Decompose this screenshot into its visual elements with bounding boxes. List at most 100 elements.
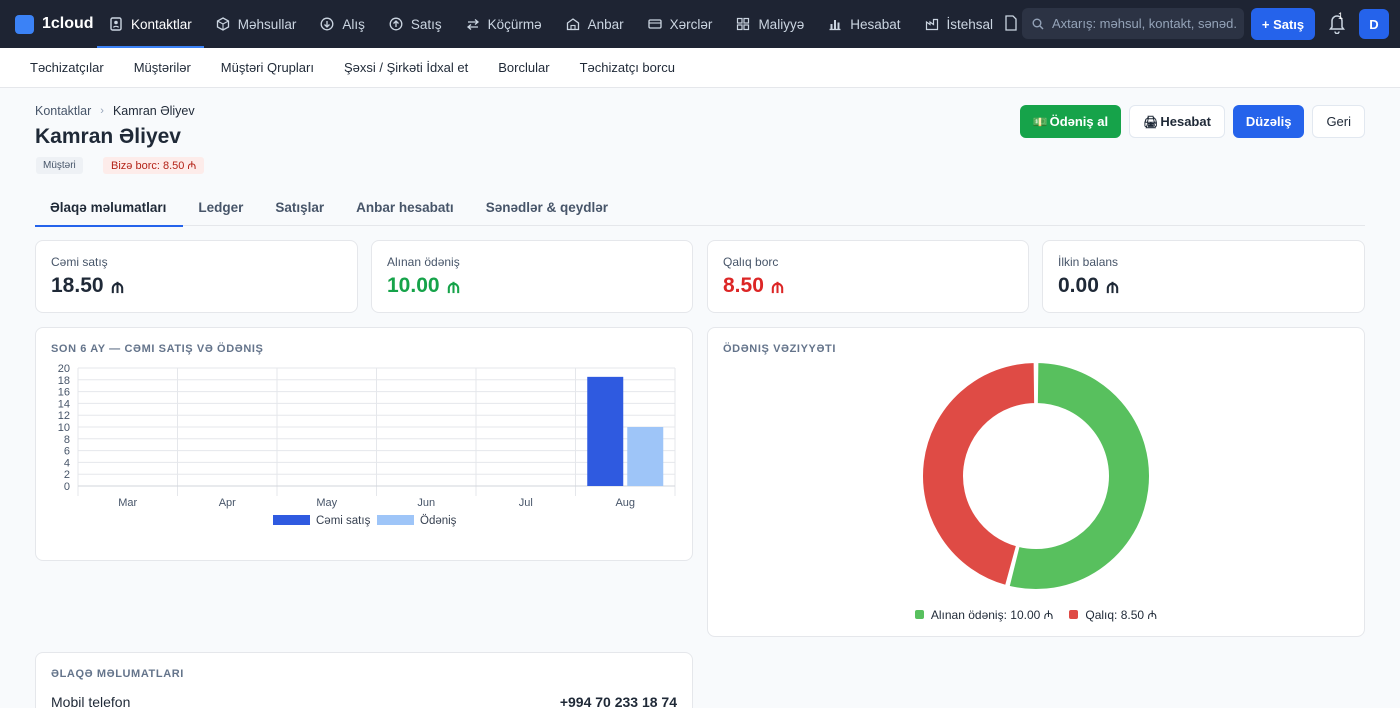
nav-item-xercler[interactable]: Xərclər [636,0,725,48]
receive-payment-button[interactable]: 💵 Ödəniş al [1019,105,1122,138]
nav-item-anbar[interactable]: Anbar [554,0,636,48]
legend-item-remaining[interactable]: Qalıq: 8.50 ₼ [1069,606,1157,623]
page-title: Kamran Əliyev [35,125,181,148]
stat-label: Cəmi satış [51,255,108,269]
transfer-icon [466,17,480,31]
x-tick-label: May [316,497,337,509]
contact-row-value[interactable]: +994 70 233 18 74 [559,694,677,708]
sale-icon [389,17,403,31]
nav-item-satis[interactable]: Satış [377,0,454,48]
nav-item-maliyye[interactable]: Maliyyə [724,0,816,48]
brand[interactable]: 1cloud [15,14,97,34]
new-sale-button[interactable]: + Satış [1251,8,1315,40]
x-tick-label: Apr [219,497,236,509]
nav-item-label: Köçürmə [487,16,542,32]
y-tick-label: 4 [64,457,70,469]
subnav-item-borclular[interactable]: Borclular [498,60,550,75]
bar-chart-title: Son 6 ay — cəmi satış və ödəniş [51,343,264,355]
warehouse-icon [566,17,580,31]
y-tick-label: 2 [64,469,70,481]
report-label: Hesabat [1160,114,1211,129]
contact-info-card: Əlaqə məlumatları Mobil telefon +994 70 … [35,652,693,708]
legend-swatch [273,515,310,525]
manat-icon [1106,281,1119,293]
box-icon [216,17,230,31]
cash-icon: 💵 [1032,114,1048,129]
tab-sales[interactable]: Satışlar [275,199,325,215]
y-tick-label: 8 [64,434,70,446]
x-tick-label: Jun [417,497,435,509]
global-search[interactable] [1022,8,1244,39]
tab-warehouse-report[interactable]: Anbar hesabatı [356,199,454,215]
nav-item-mehsullar[interactable]: Məhsullar [204,0,309,48]
subnav-item-musteri-qruplari[interactable]: Müştəri Qrupları [220,60,314,75]
document-icon[interactable] [1004,15,1018,31]
manat-icon [771,281,784,293]
subnav-item-musteriler[interactable]: Müştərilər [133,60,191,75]
payment-status-card: Ödəniş vəziyyəti Alınan ödəniş: 10.00 ₼ … [707,327,1365,637]
nav-item-hesabat[interactable]: Hesabat [816,0,912,48]
receive-payment-label: Ödəniş al [1049,114,1109,129]
donut-slice-alınan-ödəniş [1007,360,1151,591]
nav-item-kocurme[interactable]: Köçürmə [454,0,554,48]
back-button[interactable]: Geri [1312,105,1365,138]
stat-number: 0.00 [1058,274,1099,297]
y-tick-label: 0 [64,481,70,493]
report-icon [828,17,842,31]
avatar[interactable]: D [1359,9,1389,39]
nav-item-label: Xərclər [669,16,713,32]
donut-chart [921,360,1151,591]
printer-icon: 🖨 [1143,114,1159,129]
stat-number: 18.50 [51,274,104,297]
bell-icon[interactable] [1327,12,1347,35]
bar-cəmi-satış [587,376,624,486]
contact-type-badge: Müştəri [36,157,83,174]
nav-item-label: Məhsullar [237,16,297,32]
tab-ledger[interactable]: Ledger [198,199,244,215]
subnav-item-idxal[interactable]: Şəxsi / Şirkəti İdxal et [343,60,469,75]
brand-name: 1cloud [42,15,94,32]
stat-label: İlkin balans [1058,255,1119,269]
y-tick-label: 14 [58,398,70,410]
nav-item-label: Maliyyə [758,16,805,32]
stat-label: Alınan ödəniş [387,255,460,269]
tab-documents[interactable]: Sənədlər & qeydlər [485,199,608,215]
stat-card-remaining-debt: Qalıq borc 8.50 [707,240,1029,313]
legend-swatch-remaining [1069,610,1079,619]
brand-logo-icon [15,14,34,34]
finance-icon [736,17,750,31]
donut-title: Ödəniş vəziyyəti [723,343,837,355]
legend-swatch-received [914,610,924,619]
contact-row-mobile: Mobil telefon +994 70 233 18 74 [51,694,677,708]
legend-item-received[interactable]: Alınan ödəniş: 10.00 ₼ [914,606,1054,623]
nav-item-label: İstehsal [946,16,994,32]
tab-contact-info[interactable]: Əlaqə məlumatları [35,188,184,227]
report-button[interactable]: 🖨 Hesabat [1129,105,1225,138]
debt-badge: Bizə borc: 8.50 ₼ [103,157,205,174]
legend-label: Ödəniş [420,515,457,527]
sub-navbar: Təchizatçılar Müştərilər Müştəri Qruplar… [0,48,1400,88]
y-tick-label: 20 [58,363,70,375]
header-actions: 💵 Ödəniş al 🖨 Hesabat Düzəliş Geri [1019,105,1365,138]
nav-item-istehsal[interactable]: İstehsal [913,0,1006,48]
edit-button[interactable]: Düzəliş [1232,105,1305,138]
breadcrumb-parent[interactable]: Kontaktlar [35,104,92,118]
stat-value: 8.50 [723,274,785,298]
y-tick-label: 16 [58,387,70,399]
subnav-item-techizatci-borcu[interactable]: Təchizatçı borcu [579,60,675,75]
nav-item-kontaktlar[interactable]: Kontaktlar [97,0,204,48]
breadcrumb-current: Kamran Əliyev [112,104,195,118]
nav-item-label: Hesabat [850,16,901,32]
search-input[interactable] [1052,16,1237,31]
stat-number: 10.00 [387,274,440,297]
nav-item-label: Alış [342,16,365,32]
subnav-item-techizatcilar[interactable]: Təchizatçılar [30,60,104,75]
legend-label-remaining: Qalıq: 8.50 ₼ [1085,608,1158,622]
nav-item-label: Anbar [587,16,624,32]
purchase-icon [320,17,334,31]
y-tick-label: 10 [58,422,70,434]
breadcrumb: Kontaktlar › Kamran Əliyev [35,104,195,118]
nav-item-alis[interactable]: Alış [308,0,377,48]
legend-swatch [377,515,414,525]
legend-label-received: Alınan ödəniş: 10.00 ₼ [930,608,1054,622]
